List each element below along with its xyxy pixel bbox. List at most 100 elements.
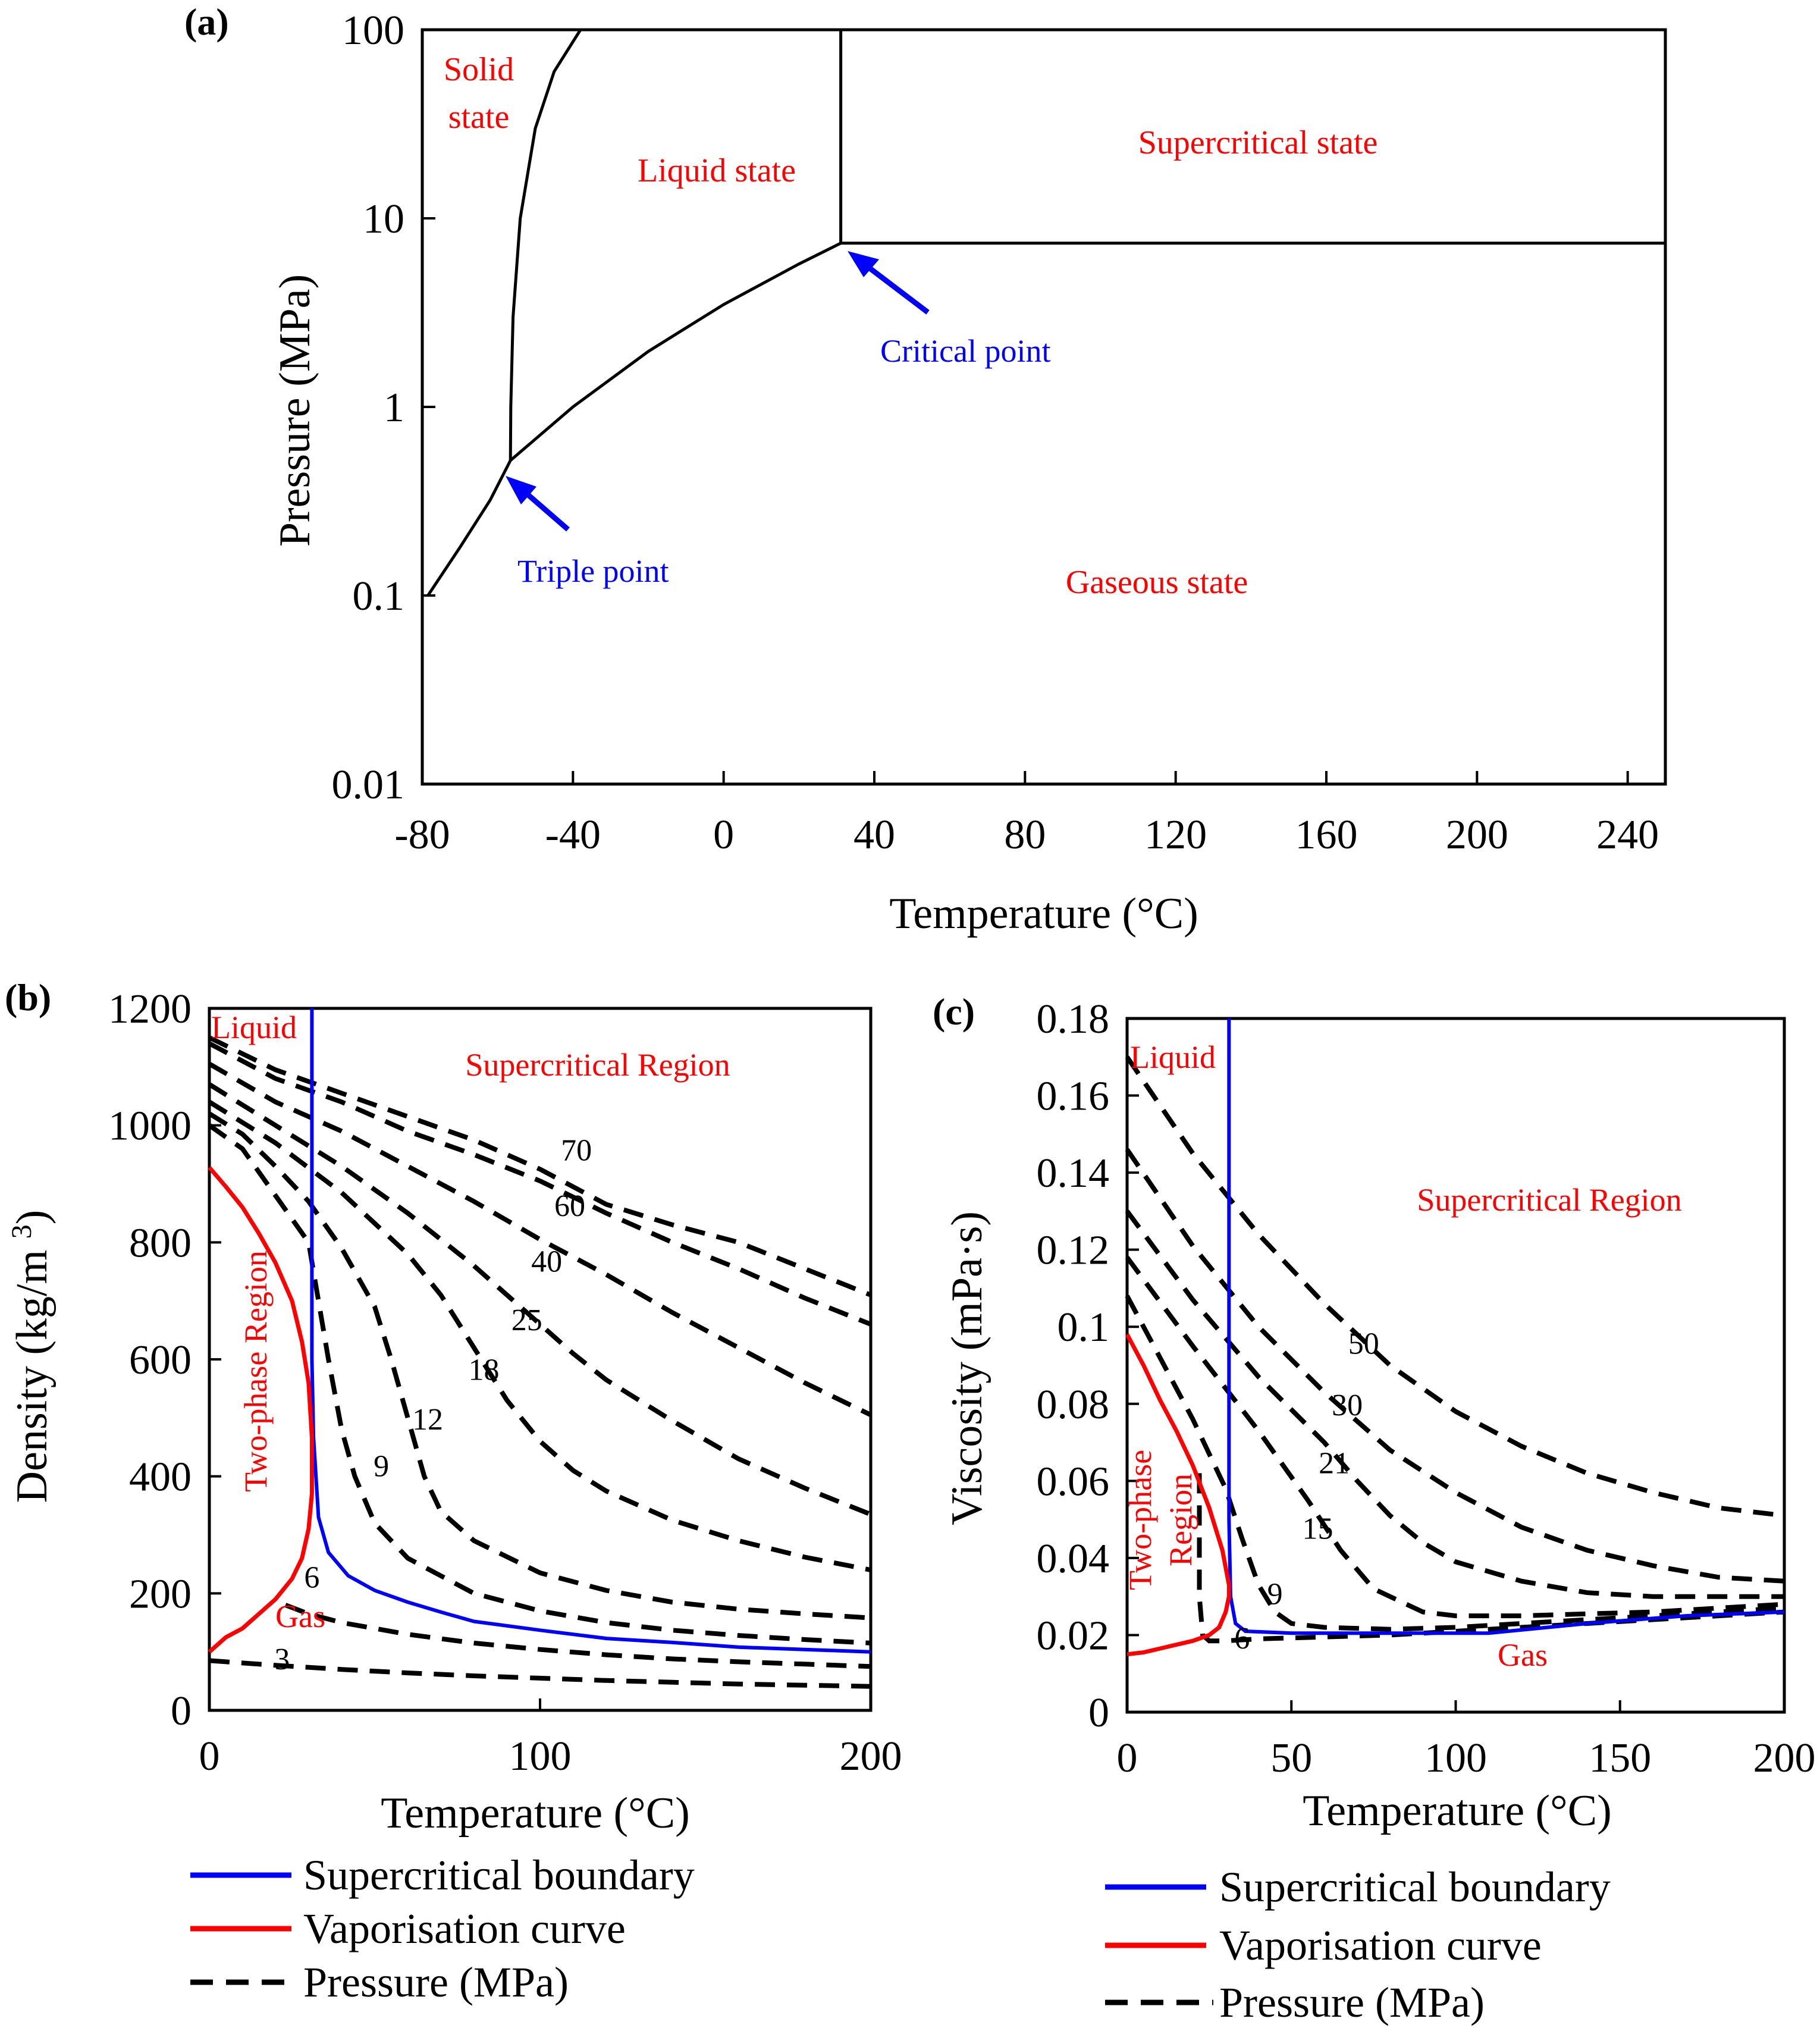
pressure-label-c-15: 15 — [1302, 1512, 1333, 1546]
y-axis-label-b: Density (kg/m 3) — [6, 1210, 57, 1503]
isobar-b-18 — [208, 1099, 871, 1572]
x-tick-label-a-6: 160 — [1295, 812, 1358, 858]
isobar-c-15 — [1125, 1256, 1785, 1619]
isobar-b-6 — [284, 1603, 871, 1669]
y-tick-label-c-8: 0.16 — [1037, 1074, 1110, 1120]
pressure-label-b-9: 9 — [374, 1450, 389, 1484]
y-axis-label-b-rest: ) — [8, 1210, 57, 1225]
legend-c-pressure: Pressure (MPa) — [1219, 1979, 1485, 2026]
curves-c — [1125, 1018, 1785, 1657]
x-tick-label-b-1: 100 — [509, 1734, 572, 1779]
isobar-b-60 — [208, 1041, 872, 1327]
region-gas-b: Gas — [275, 1599, 325, 1634]
region-solid-line1: Solid — [444, 51, 514, 88]
phase-curve-vaporisation — [509, 242, 842, 462]
pressure-label-b-70: 70 — [561, 1134, 592, 1168]
isobar-b-9 — [208, 1123, 871, 1646]
region-two-phase-b: Two-phase Region — [238, 1250, 274, 1492]
x-tick-label-c-0: 0 — [1117, 1735, 1138, 1781]
y-tick-label-c-6: 0.12 — [1037, 1228, 1110, 1274]
isobar-c-50 — [1125, 1055, 1785, 1518]
vaporisation-curve-c — [1125, 1333, 1231, 1657]
supercritical-boundary-b — [310, 1008, 871, 1654]
pressure-label-b-12: 12 — [412, 1403, 443, 1437]
y-tick-label-c-7: 0.14 — [1037, 1151, 1110, 1196]
triple-point-label: Triple point — [517, 553, 669, 589]
y-tick-label-a-3: 10 — [363, 196, 404, 242]
x-tick-label-a-5: 120 — [1144, 812, 1207, 858]
region-two-phase-c-line1: Two-phase — [1122, 1450, 1158, 1590]
x-tick-label-a-4: 80 — [1004, 812, 1046, 858]
pressure-labels-c: 69 15 21 30 50 — [1234, 1327, 1379, 1656]
x-tick-label-b-2: 200 — [840, 1734, 902, 1779]
region-gas-c: Gas — [1498, 1637, 1548, 1673]
isobar-b-25 — [208, 1082, 872, 1517]
y-tick-label-b-4: 800 — [129, 1220, 192, 1266]
x-axis-label-a: Temperature (°C) — [889, 889, 1198, 938]
pressure-label-b-40: 40 — [531, 1245, 562, 1279]
y-tick-label-c-5: 0.1 — [1058, 1305, 1110, 1350]
y-tick-label-c-4: 0.08 — [1037, 1382, 1110, 1428]
phase-curve-melting — [509, 29, 582, 461]
isobar-c-9 — [1125, 1295, 1785, 1632]
region-liquid: Liquid state — [638, 152, 796, 189]
curves-b — [208, 1008, 872, 1689]
isobar-b-3 — [209, 1658, 871, 1689]
legend-b-boundary: Supercritical boundary — [303, 1851, 695, 1899]
y-axis-label-c: Viscosity (mPa·s) — [943, 1211, 991, 1525]
phase-curves-a — [426, 29, 1665, 597]
isobar-c-30 — [1125, 1148, 1785, 1584]
legend-b: Supercritical boundary Vaporisation curv… — [190, 1851, 695, 2006]
x-tick-label-a-8: 240 — [1596, 812, 1659, 858]
region-gaseous: Gaseous state — [1066, 564, 1248, 601]
region-supercritical-b: Supercritical Region — [465, 1047, 730, 1083]
x-tick-label-b-0: 0 — [199, 1734, 220, 1779]
x-tick-label-a-1: -40 — [545, 812, 601, 858]
y-tick-label-c-2: 0.04 — [1037, 1536, 1110, 1582]
x-tick-label-c-1: 50 — [1270, 1735, 1312, 1781]
panel-a: (a) -80 -40 0 40 80 120 160 200 240 0.01 0.1 1 10 100… — [184, 1, 1667, 938]
y-tick-label-a-0: 0.01 — [332, 762, 405, 808]
legend-c-boundary: Supercritical boundary — [1219, 1863, 1611, 1911]
x-tick-label-c-4: 200 — [1753, 1735, 1816, 1781]
plot-area-a — [421, 28, 1667, 786]
y-tick-label-c-0: 0 — [1088, 1690, 1109, 1736]
legend-b-vaporisation: Vaporisation curve — [303, 1905, 626, 1952]
pressure-label-b-3: 3 — [274, 1643, 290, 1676]
x-axis-label-c: Temperature (°C) — [1303, 1786, 1612, 1835]
pressure-labels-b: 3 6 9 12 18 25 40 60 70 — [274, 1134, 592, 1677]
isobar-b-40 — [208, 1061, 872, 1417]
y-tick-label-b-2: 400 — [129, 1455, 192, 1500]
supercritical-boundary-c — [1227, 1018, 1785, 1635]
x-tick-label-a-3: 40 — [853, 812, 895, 858]
panel-c: (c) 0 50 100 150 200 0 0.02 0.04 0.06 0.08 0.1 0.12… — [933, 991, 1816, 2026]
critical-point-arrow — [848, 251, 930, 315]
x-axis-label-b: Temperature (°C) — [381, 1789, 690, 1838]
x-tick-label-a-7: 200 — [1446, 812, 1508, 858]
panel-b: (b) 0 100 200 0 200 400 600 800 1000 1200 3 6 9 12 18… — [5, 976, 902, 2006]
panel-b-label: (b) — [5, 976, 51, 1018]
panel-c-label: (c) — [933, 991, 975, 1033]
y-tick-label-b-0: 0 — [171, 1688, 192, 1734]
legend-c: Supercritical boundary Vaporisation curv… — [1105, 1863, 1611, 2026]
pressure-label-b-60: 60 — [554, 1189, 585, 1223]
vaporisation-curve-b — [208, 1166, 314, 1654]
x-tick-label-a-0: -80 — [394, 812, 450, 858]
y-tick-label-a-1: 0.1 — [353, 573, 405, 619]
y-tick-label-b-3: 600 — [129, 1337, 192, 1383]
y-axis-label-b-text: Density (kg/m — [8, 1250, 57, 1503]
legend-c-vaporisation: Vaporisation curve — [1219, 1922, 1542, 1969]
pressure-label-b-6: 6 — [304, 1561, 319, 1595]
axis-ticks-b: 0 100 200 0 200 400 600 800 1000 1200 — [108, 986, 902, 1779]
legend-b-pressure: Pressure (MPa) — [303, 1958, 569, 2006]
x-tick-label-c-2: 100 — [1424, 1735, 1487, 1781]
region-solid-line2: state — [448, 99, 510, 136]
y-tick-label-b-1: 200 — [129, 1571, 192, 1617]
y-tick-label-b-6: 1200 — [108, 986, 192, 1032]
phase-curve-sublimation — [426, 459, 512, 597]
region-liquid-c: Liquid — [1130, 1039, 1216, 1075]
isobar-b-70 — [208, 1035, 872, 1297]
region-liquid-b: Liquid — [211, 1010, 297, 1045]
y-tick-label-a-4: 100 — [342, 8, 404, 54]
